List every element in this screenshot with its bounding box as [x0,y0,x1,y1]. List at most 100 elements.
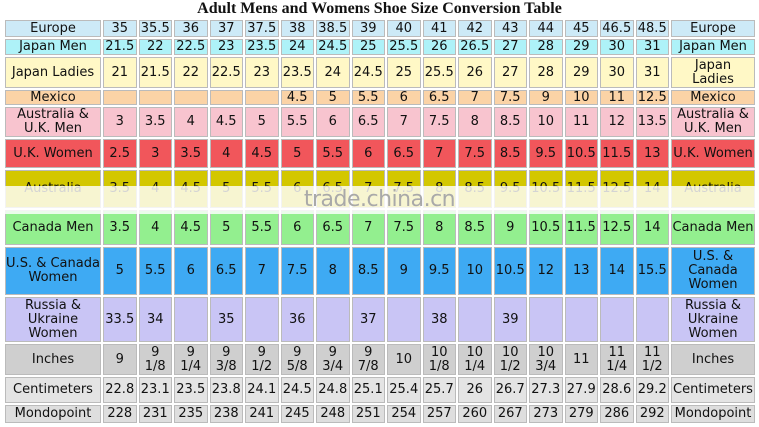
size-cell: 3 [101,105,139,139]
size-cell: 31 [633,37,671,57]
size-cell: 260 [456,403,494,425]
size-cell: 46.5 [598,18,636,39]
size-cell: 7 [456,88,494,107]
size-cell: 29 [562,55,600,90]
size-cell: 10 [456,245,494,297]
size-cell: 5.5 [243,208,281,247]
size-cell: 12.5 [633,88,671,107]
watermark: trade.china.cn [0,186,759,214]
table-row: Canada Men 3.5 4 4.5 5 5.5 6 6.5 7 7.5 8 8.5 9 10.5 11… [3,208,757,247]
row-label: Centimeters [669,375,757,405]
row-label: Europe [669,18,757,39]
size-cell: 5 [207,208,245,247]
size-cell: 267 [491,403,529,425]
size-cell: 21.5 [136,55,174,90]
size-cell: 45 [562,18,600,39]
size-cell: 248 [314,403,352,425]
size-cell: 8.5 [491,105,529,139]
size-cell: 251 [349,403,387,425]
size-cell: 24 [314,55,352,90]
size-cell: 241 [243,403,281,425]
size-cell: 9 1/2 [243,342,281,377]
size-cell [456,295,494,344]
size-cell: 11.5 [562,208,600,247]
size-cell: 10 [562,88,600,107]
size-cell: 4.5 [278,88,316,107]
size-cell: 6 [385,88,423,107]
size-cell: 24.1 [243,375,281,405]
size-cell: 29.2 [633,375,671,405]
size-cell: 31 [633,55,671,90]
size-cell: 8.5 [491,137,529,170]
size-cell: 6.5 [207,245,245,297]
size-cell: 10.5 [562,137,600,170]
size-cell: 23 [243,55,281,90]
size-cell: 9 3/8 [207,342,245,377]
size-cell: 11 [562,105,600,139]
size-cell: 21.5 [101,37,139,57]
size-cell: 36 [278,295,316,344]
size-cell: 6.5 [349,105,387,139]
row-label: Inches [669,342,757,377]
table-row: U.S. & Canada Women 5 5.5 6 6.5 7 7.5 8 8.5 9 9.5 1… [3,245,757,297]
size-cell: 6 [172,245,210,297]
table-row: Mexico 4.5 5 5.5 6 6.5 7 7.5 9 10 11 12.5 Mexico [3,88,757,107]
size-cell: 7.5 [385,208,423,247]
size-cell: 8.5 [349,245,387,297]
size-cell: 5 [278,137,316,170]
table-row: Russia & Ukraine Women 33.5 34 35 36 37 38 39 Ru… [3,295,757,344]
size-cell: 30 [598,37,636,57]
size-cell: 24 [278,37,316,57]
size-cell: 28.6 [598,375,636,405]
size-cell: 254 [385,403,423,425]
size-cell: 40 [385,18,423,39]
size-cell [598,295,636,344]
size-cell: 37 [349,295,387,344]
size-cell: 35 [207,295,245,344]
size-cell: 3.5 [101,208,139,247]
size-cell: 4.5 [243,137,281,170]
size-cell: 41 [420,18,458,39]
size-cell: 12 [527,245,565,297]
size-cell: 3 [136,137,174,170]
size-cell: 23.5 [172,375,210,405]
size-cell: 14 [598,245,636,297]
size-cell: 13 [633,137,671,170]
size-cell: 22 [136,37,174,57]
size-cell: 2.5 [101,137,139,170]
size-cell: 7.5 [491,88,529,107]
size-cell: 23.1 [136,375,174,405]
size-cell: 23.8 [207,375,245,405]
size-cell: 5.5 [314,137,352,170]
size-cell: 23 [207,37,245,57]
size-cell: 279 [562,403,600,425]
size-cell: 235 [172,403,210,425]
size-cell [243,88,281,107]
size-cell: 10.5 [491,245,529,297]
row-label: U.K. Women [669,137,757,170]
row-label: Mondopoint [3,403,103,425]
size-cell: 10.5 [527,208,565,247]
size-cell: 292 [633,403,671,425]
size-cell: 9 [527,88,565,107]
size-cell: 5.5 [136,245,174,297]
row-label: Canada Men [3,208,103,247]
size-cell: 6 [314,105,352,139]
size-cell: 14 [633,208,671,247]
size-cell: 6.5 [420,88,458,107]
size-cell [101,88,139,107]
row-label: Mexico [669,88,757,107]
size-cell: 10 [527,105,565,139]
size-cell: 8 [456,105,494,139]
size-cell: 22.5 [207,55,245,90]
size-cell: 25 [385,55,423,90]
size-cell: 4 [136,208,174,247]
size-cell: 4 [172,105,210,139]
size-cell: 28 [527,37,565,57]
size-cell: 13.5 [633,105,671,139]
size-cell: 23.5 [278,55,316,90]
size-cell: 9 [491,208,529,247]
size-cell: 10 1/2 [491,342,529,377]
size-cell: 27.3 [527,375,565,405]
size-cell: 9 5/8 [278,342,316,377]
